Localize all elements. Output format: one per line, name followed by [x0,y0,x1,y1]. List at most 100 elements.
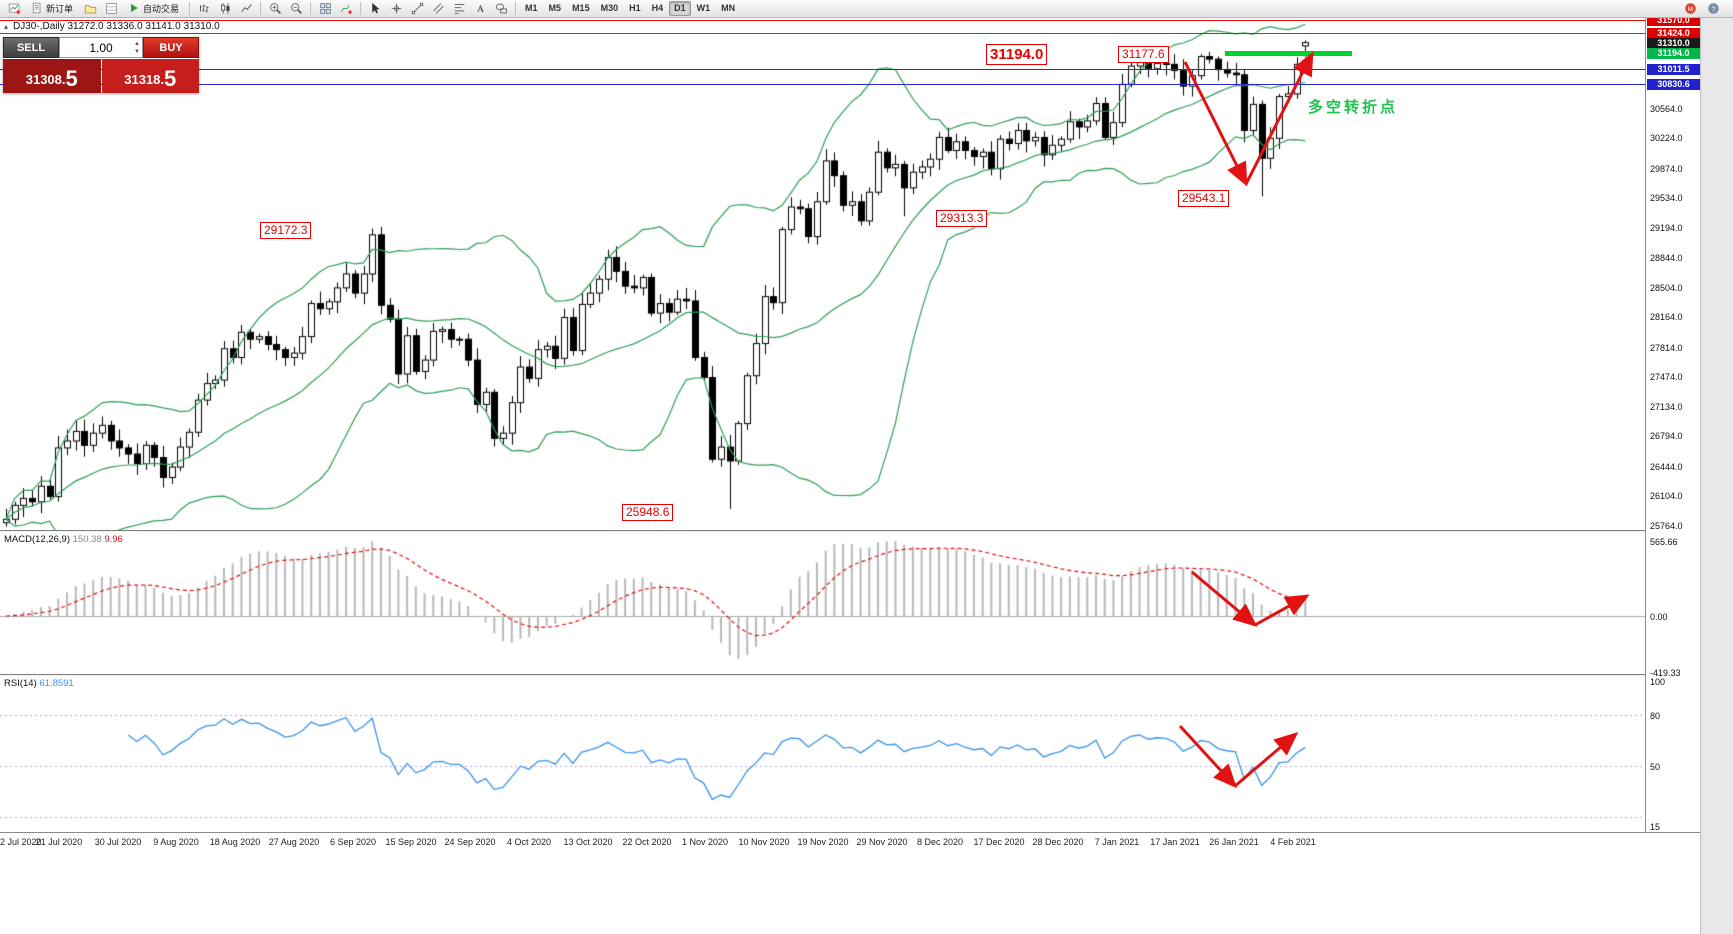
time-tick-label: 13 Oct 2020 [563,837,613,847]
time-tick-label: 26 Jan 2021 [1209,837,1259,847]
cursor-icon[interactable] [365,1,385,17]
time-tick-label: 15 Sep 2020 [385,837,437,847]
price-annotation-label[interactable]: 29313.3 [936,210,988,227]
tile-windows-icon[interactable] [315,1,335,17]
lot-increase-button[interactable]: ▲ [134,41,140,47]
price-tick: 29534.0 [1650,193,1683,204]
crosshair-icon[interactable] [386,1,406,17]
macd-canvas[interactable] [0,532,1645,674]
zoom-out-icon[interactable] [286,1,306,17]
timeframe-w1-button[interactable]: W1 [692,1,716,16]
price-annotation-label[interactable]: 29543.1 [1178,190,1230,207]
timeframe-m30-button[interactable]: M30 [596,1,624,16]
price-tick: 26794.0 [1650,431,1683,442]
channel-icon[interactable] [428,1,448,17]
time-tick-label: 1 Nov 2020 [681,837,729,847]
price-badge: 31424.0 [1647,27,1700,39]
time-tick-label: 18 Aug 2020 [209,837,261,847]
price-annotation-label[interactable]: 25948.6 [622,504,674,521]
main-price-canvas[interactable] [0,18,1645,530]
horizontal-price-line[interactable] [0,20,1645,21]
charts-list-icon[interactable] [101,1,121,17]
macd-main-value: 150.38 [72,534,102,545]
timeframe-mn-button[interactable]: MN [716,1,740,16]
horizontal-price-line[interactable] [0,69,1645,70]
time-axis[interactable]: 2 Jul 2020 21 Jul 2020 30 Jul 2020 9 Aug 20… [0,832,1700,850]
buy-price-frac: 5 [164,66,177,91]
one-click-collapse-button[interactable]: ▴ [4,22,9,31]
time-tick-label: 19 Nov 2020 [797,837,849,847]
indicators-icon[interactable] [336,1,356,17]
rsi-scale-tick: 100 [1650,677,1666,687]
time-tick-label: 8 Dec 2020 [916,837,964,847]
symbol-ohlc-text: DJ30-,Daily 31272.0 31336.0 31141.0 3131… [13,21,220,32]
sell-price[interactable]: 31308. 5 [3,59,101,93]
price-tick: 30224.0 [1650,133,1683,144]
new-order-button[interactable]: 新订单 [25,1,79,17]
new-chart-icon[interactable] [4,1,24,17]
support-line-segment[interactable] [1225,51,1352,56]
time-tick-label: 4 Feb 2021 [1270,837,1316,847]
sell-price-main: 31308. [25,72,66,87]
price-tick: 28164.0 [1650,312,1683,323]
time-tick-label: 17 Dec 2020 [973,837,1025,847]
price-tick: 28844.0 [1650,253,1683,264]
toolbar-separator [360,2,362,15]
time-tick-label: 6 Sep 2020 [329,837,377,847]
line-chart-icon[interactable] [236,1,256,17]
timeframe-m5-button[interactable]: M5 [544,1,567,16]
macd-signal-value: 9.96 [104,534,123,545]
time-tick-label: 28 Dec 2020 [1032,837,1084,847]
bar-chart-icon[interactable] [194,1,214,17]
symbol-info: ▴ DJ30-,Daily 31272.0 31336.0 31141.0 31… [4,21,220,32]
rsi-scale-tick: 80 [1650,711,1661,722]
panel-separator[interactable] [0,530,1700,532]
fibonacci-icon[interactable] [449,1,469,17]
autotrade-button[interactable]: 自动交易 [122,1,185,17]
time-tick-label: 29 Nov 2020 [856,837,908,847]
text-tool-icon[interactable]: A [470,1,490,17]
price-annotation-label[interactable]: 29172.3 [260,222,312,239]
horizontal-price-line[interactable] [0,84,1645,85]
lot-decrease-button[interactable]: ▼ [134,49,140,55]
lot-size-stepper[interactable]: 1.00 ▲ ▼ [59,37,143,58]
time-tick-label: 7 Jan 2021 [1094,837,1140,847]
timeframe-h4-button[interactable]: H4 [647,1,669,16]
price-annotation-label[interactable]: 31177.6 [1118,46,1169,63]
rsi-canvas[interactable] [0,676,1645,832]
rsi-label: RSI(14) 61.8591 [4,678,74,689]
toolbar-separator [260,2,262,15]
panel-separator[interactable] [0,674,1700,676]
horizontal-price-line[interactable] [0,33,1645,34]
svg-text:?: ? [1711,4,1715,13]
timeframe-m15-button[interactable]: M15 [567,1,595,16]
price-tick: 27814.0 [1650,342,1683,353]
time-tick-label: 9 Aug 2020 [153,837,199,847]
rsi-scale-tick: 15 [1650,821,1661,832]
buy-button[interactable]: BUY [143,37,199,58]
buy-price[interactable]: 31318. 5 [101,59,199,93]
time-tick-label: 30 Jul 2020 [94,837,142,847]
timeframe-m1-button[interactable]: M1 [520,1,543,16]
help-icon[interactable]: ? [1703,1,1723,17]
turning-point-note[interactable]: 多空转折点 [1308,99,1399,116]
macd-scale-tick: 565.66 [1650,536,1678,547]
buy-price-main: 31318. [124,72,164,87]
rsi-scale-tick: 50 [1650,762,1661,773]
chart-area[interactable]: 2 Jul 2020 21 Jul 2020 30 Jul 2020 9 Aug 20… [0,15,1700,934]
time-tick-label: 21 Jul 2020 [35,837,83,847]
timeframe-h1-button[interactable]: H1 [624,1,646,16]
trendline-icon[interactable] [407,1,427,17]
timeframe-d1-button[interactable]: D1 [669,1,691,16]
profiles-icon[interactable] [80,1,100,17]
candlestick-icon[interactable] [215,1,235,17]
toolbar-separator [189,2,191,15]
sell-button[interactable]: SELL [3,37,59,58]
price-axis[interactable]: 30564.0 30224.0 29874.0 29534.0 29194.0 28844… [1645,15,1700,832]
shapes-icon[interactable] [491,1,511,17]
community-icon[interactable]: M [1680,1,1700,17]
zoom-in-icon[interactable] [265,1,285,17]
time-tick-label: 10 Nov 2020 [738,837,790,847]
price-annotation-label[interactable]: 31194.0 [986,44,1048,65]
